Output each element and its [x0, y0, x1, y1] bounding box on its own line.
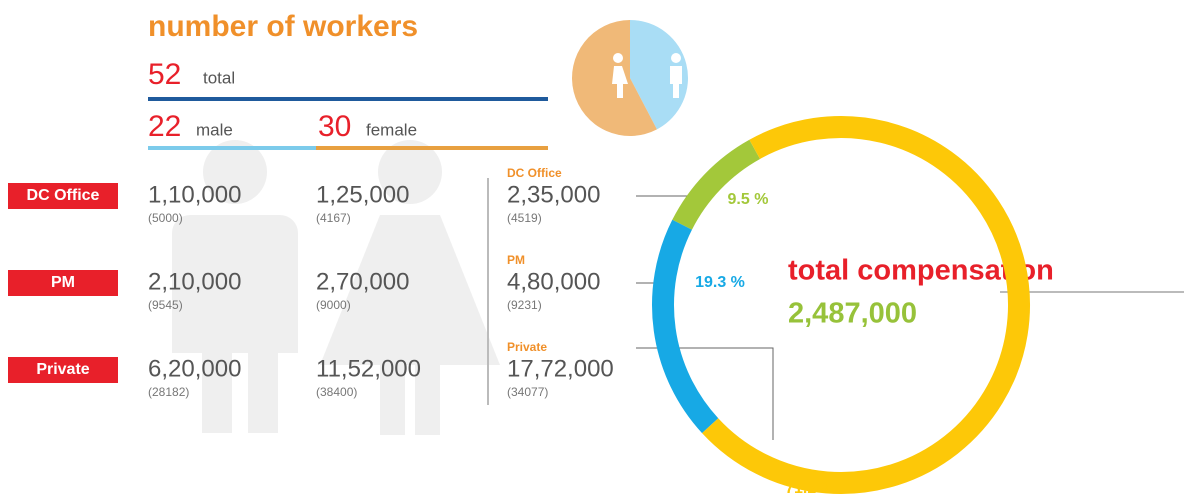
value: 2,70,000: [316, 268, 409, 295]
male-label: male: [196, 120, 233, 139]
value: 1,10,000: [148, 181, 241, 208]
average: (34077): [507, 385, 548, 399]
average: (9231): [507, 298, 542, 312]
average: (28182): [148, 385, 189, 399]
icon: [671, 53, 681, 63]
total-count: 52: [148, 58, 181, 91]
male-count: 22: [148, 110, 181, 143]
total-header: DC Office: [507, 166, 562, 180]
value: 17,72,000: [507, 355, 614, 382]
value: 2,35,000: [507, 181, 600, 208]
connectors: [636, 195, 774, 440]
average: (4167): [316, 211, 351, 225]
gender-icons: [612, 53, 682, 98]
total-header: PM: [507, 253, 525, 267]
row-label: PM: [51, 274, 75, 291]
icon: [613, 53, 623, 63]
row-label: Private: [36, 361, 89, 378]
value: 6,20,000: [148, 355, 241, 382]
icon: [670, 66, 682, 98]
donut-segment: [652, 219, 719, 434]
segment-label: 9.5 %: [728, 191, 769, 208]
workers-title: number of workers: [148, 10, 418, 43]
average: (9000): [316, 298, 351, 312]
donut-total: 2,487,000: [788, 298, 917, 330]
icon: [612, 66, 628, 98]
total-header: Private: [507, 340, 547, 354]
female-label: female: [366, 120, 417, 139]
female-count: 30: [318, 110, 351, 143]
segment-label: 19.3 %: [695, 274, 745, 291]
segment-label: 71.2 %: [785, 480, 835, 496]
value: 2,10,000: [148, 268, 241, 295]
donut-segment: [702, 116, 1030, 494]
row-label-box: [8, 183, 118, 209]
average: (38400): [316, 385, 357, 399]
row-label: DC Office: [27, 187, 100, 204]
average: (4519): [507, 211, 542, 225]
silhouettes: [172, 140, 500, 435]
row-label-box: [8, 270, 118, 296]
row-label-box: [8, 357, 118, 383]
value: 1,25,000: [316, 181, 409, 208]
value: 4,80,000: [507, 268, 600, 295]
pie-slice: [630, 20, 688, 130]
total-label: total: [203, 68, 235, 87]
donut-segment: [672, 139, 761, 230]
value: 11,52,000: [316, 355, 421, 382]
average: (5000): [148, 211, 183, 225]
average: (9545): [148, 298, 183, 312]
